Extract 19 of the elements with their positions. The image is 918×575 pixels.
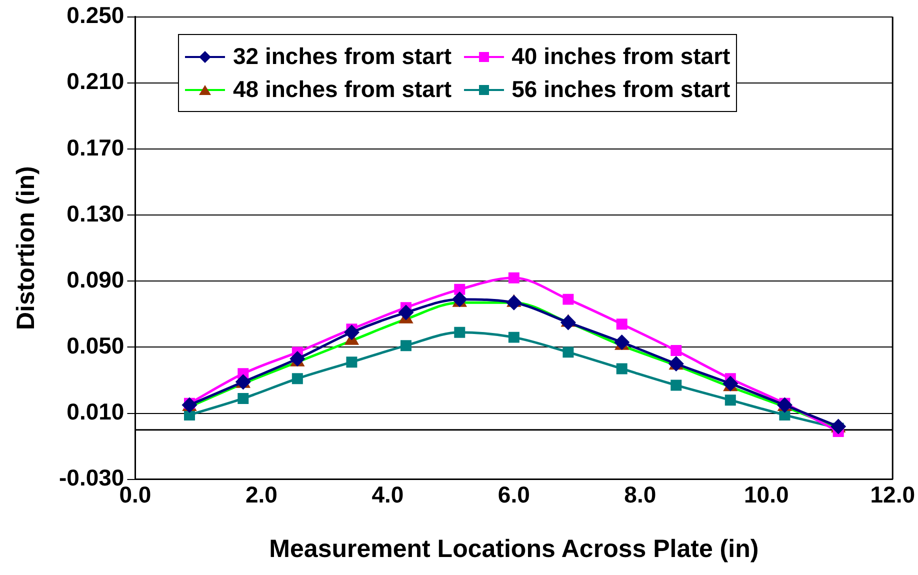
y-tick-label: 0.090 (66, 266, 124, 292)
x-tick-label: 2.0 (245, 482, 278, 508)
legend-label: 48 inches from start (233, 76, 452, 103)
x-tick-label: 12.0 (870, 482, 915, 508)
y-tick-label: 0.250 (66, 2, 124, 28)
y-tick-label: 0.170 (66, 134, 124, 160)
x-tick-label: 6.0 (498, 482, 530, 508)
legend-label: 32 inches from start (233, 43, 452, 70)
y-tick-label: 0.050 (66, 332, 124, 359)
legend-label: 56 inches from start (512, 76, 730, 103)
x-tick-label: 4.0 (372, 482, 404, 508)
y-tick-label: 0.210 (66, 68, 124, 94)
x-axis-title: Measurement Locations Across Plate (in) (269, 534, 759, 563)
y-tick-label: 0.130 (66, 200, 124, 226)
x-tick-label: 10.0 (744, 482, 789, 508)
y-axis-title: Distortion (in) (12, 166, 40, 330)
x-tick-label: 8.0 (624, 482, 656, 508)
legend-label: 40 inches from start (512, 43, 730, 70)
y-tick-label: 0.010 (66, 398, 124, 425)
